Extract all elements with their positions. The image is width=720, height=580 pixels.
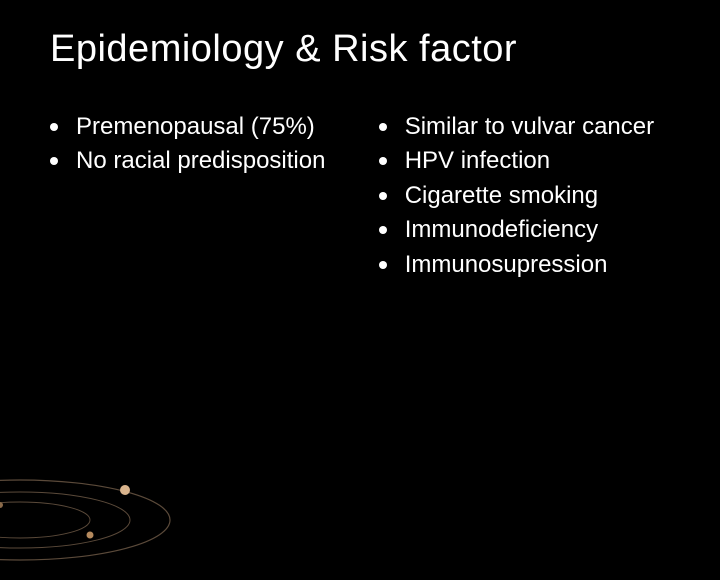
list-item: HPV infection <box>379 145 688 177</box>
list-item-text: Immunodeficiency <box>405 214 688 246</box>
list-item-text: Cigarette smoking <box>405 180 688 212</box>
list-item-text: HPV infection <box>405 145 688 177</box>
bullet-icon <box>379 192 387 200</box>
list-item-text: Similar to vulvar cancer <box>405 111 688 143</box>
bullet-icon <box>379 157 387 165</box>
list-item: No racial predisposition <box>50 145 359 177</box>
list-item: Cigarette smoking <box>379 180 688 212</box>
bullet-icon <box>379 123 387 131</box>
bullet-icon <box>379 226 387 234</box>
list-item: Premenopausal (75%) <box>50 111 359 143</box>
content-columns: Premenopausal (75%) No racial predisposi… <box>50 111 680 283</box>
left-column: Premenopausal (75%) No racial predisposi… <box>50 111 359 283</box>
list-item: Immunodeficiency <box>379 214 688 246</box>
list-item: Similar to vulvar cancer <box>379 111 688 143</box>
left-list: Premenopausal (75%) No racial predisposi… <box>50 111 359 178</box>
bullet-icon <box>379 261 387 269</box>
list-item-text: No racial predisposition <box>76 145 359 177</box>
list-item-text: Premenopausal (75%) <box>76 111 359 143</box>
list-item-text: Immunosupression <box>405 249 688 281</box>
bullet-icon <box>50 123 58 131</box>
slide: Epidemiology & Risk factor Premenopausal… <box>0 0 720 540</box>
list-item: Immunosupression <box>379 249 688 281</box>
right-column: Similar to vulvar cancer HPV infection C… <box>379 111 688 283</box>
right-list: Similar to vulvar cancer HPV infection C… <box>379 111 688 281</box>
orbit-decoration-icon <box>0 380 200 580</box>
bullet-icon <box>50 157 58 165</box>
slide-title: Epidemiology & Risk factor <box>50 28 680 71</box>
